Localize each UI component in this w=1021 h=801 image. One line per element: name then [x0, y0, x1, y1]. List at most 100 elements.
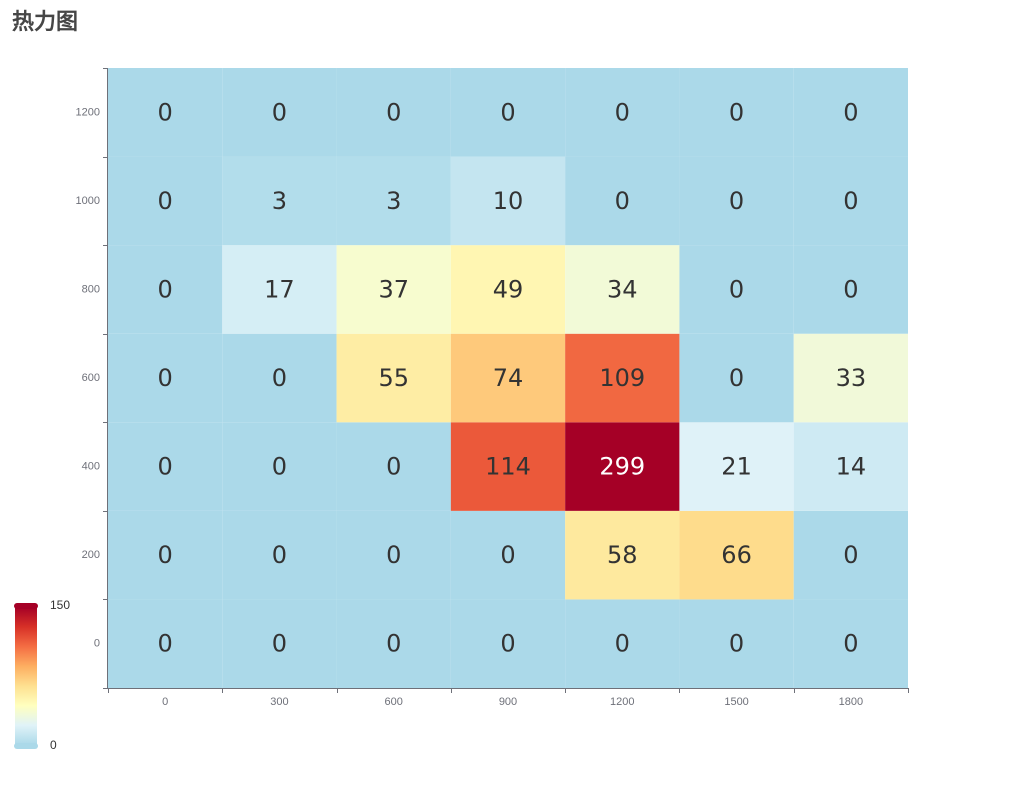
heatmap-cell-label: 0 [158, 187, 173, 215]
visual-map-top-handle[interactable] [14, 603, 38, 609]
x-tick-label: 600 [385, 696, 403, 708]
heatmap-cell[interactable] [222, 245, 337, 334]
heatmap-cell[interactable] [679, 333, 794, 423]
heatmap-cell[interactable] [565, 156, 680, 246]
heatmap-cell-label: 58 [607, 541, 638, 569]
heatmap-cell-label: 49 [493, 275, 524, 303]
heatmap-cell[interactable] [450, 422, 566, 511]
heatmap-cell[interactable] [336, 68, 451, 157]
heatmap-cell[interactable] [108, 510, 223, 600]
heatmap-cell[interactable] [450, 333, 566, 423]
heatmap-cell[interactable] [450, 510, 566, 600]
y-tick-label: 1000 [76, 195, 100, 207]
heatmap-cell[interactable] [679, 599, 794, 688]
y-tick-label: 1200 [76, 106, 100, 118]
heatmap-cell[interactable] [108, 68, 223, 157]
heatmap-cell[interactable] [793, 68, 908, 157]
heatmap-cell[interactable] [793, 245, 908, 334]
heatmap-cell[interactable] [222, 422, 337, 511]
heatmap-cell[interactable] [565, 599, 680, 688]
heatmap-cell-label: 3 [272, 187, 287, 215]
heatmap-cell-label: 3 [386, 187, 401, 215]
visual-map-bottom-handle[interactable] [14, 743, 38, 749]
heatmap-cell-label: 0 [729, 275, 744, 303]
heatmap-cell[interactable] [565, 245, 680, 334]
heatmap-cell-label: 10 [493, 187, 524, 215]
heatmap-cell[interactable] [679, 68, 794, 157]
x-tick-label: 0 [162, 696, 168, 708]
heatmap-cell-label: 0 [158, 630, 173, 658]
heatmap-cell[interactable] [222, 156, 337, 246]
heatmap-cell-label: 0 [500, 630, 515, 658]
heatmap-cell[interactable] [793, 156, 908, 246]
y-tick-label: 400 [82, 461, 100, 473]
heatmap-cell-label: 0 [615, 98, 630, 126]
heatmap-cell-label: 0 [158, 98, 173, 126]
heatmap-cell-label: 0 [272, 630, 287, 658]
heatmap-cells [108, 68, 908, 688]
visual-map[interactable]: 150 0 [14, 598, 70, 752]
heatmap-cell-label: 114 [485, 453, 531, 481]
heatmap-cell-label: 0 [158, 364, 173, 392]
heatmap-cell[interactable] [565, 68, 680, 157]
heatmap-cell-label: 0 [729, 364, 744, 392]
x-tick-label: 900 [499, 696, 517, 708]
heatmap-cell[interactable] [222, 510, 337, 600]
heatmap-cell[interactable] [108, 245, 223, 334]
x-tick-label: 1800 [839, 696, 863, 708]
heatmap-cell-label: 0 [729, 187, 744, 215]
heatmap-cell[interactable] [222, 68, 337, 157]
heatmap-cell-label: 0 [272, 364, 287, 392]
heatmap-cell[interactable] [336, 422, 451, 511]
heatmap-cell[interactable] [108, 333, 223, 423]
y-tick-label: 600 [82, 372, 100, 384]
heatmap-cell[interactable] [222, 599, 337, 688]
heatmap-cell-label: 0 [843, 98, 858, 126]
heatmap-cell[interactable] [679, 422, 794, 511]
heatmap-cell[interactable] [793, 422, 908, 511]
visual-map-min-label: 0 [50, 738, 57, 752]
heatmap-cell[interactable] [108, 422, 223, 511]
heatmap-cell[interactable] [793, 510, 908, 600]
heatmap-cell-label: 21 [721, 453, 752, 481]
heatmap-cell[interactable] [336, 245, 451, 334]
heatmap-cell[interactable] [336, 599, 451, 688]
heatmap-cell[interactable] [450, 599, 566, 688]
heatmap-cell[interactable] [222, 333, 337, 423]
heatmap-cell-label: 55 [378, 364, 409, 392]
heatmap-cell-label: 66 [721, 541, 752, 569]
heatmap-cell[interactable] [450, 68, 566, 157]
heatmap-cell-label: 17 [264, 275, 295, 303]
heatmap-cell-label: 0 [272, 98, 287, 126]
heatmap-cell-label: 0 [729, 630, 744, 658]
heatmap-cell-label: 109 [599, 364, 645, 392]
heatmap-cell-label: 0 [729, 98, 744, 126]
heatmap-cell[interactable] [679, 245, 794, 334]
heatmap-cell-label: 0 [386, 630, 401, 658]
heatmap-cell-label: 0 [500, 98, 515, 126]
heatmap-cell[interactable] [565, 422, 680, 511]
heatmap-cell[interactable] [679, 510, 794, 600]
heatmap-cell-label: 0 [843, 275, 858, 303]
heatmap-cell[interactable] [336, 333, 451, 423]
heatmap-cell[interactable] [108, 599, 223, 688]
y-tick-label: 800 [82, 283, 100, 295]
x-tick-label: 300 [270, 696, 288, 708]
heatmap-cell[interactable] [450, 156, 566, 246]
heatmap-cell[interactable] [679, 156, 794, 246]
heatmap-cell-label: 0 [386, 541, 401, 569]
y-tick-label: 0 [94, 638, 100, 650]
heatmap-cell[interactable] [108, 156, 223, 246]
visual-map-bar[interactable] [15, 607, 37, 745]
heatmap-cell[interactable] [565, 510, 680, 600]
heatmap-cell-label: 14 [836, 453, 867, 481]
heatmap-cell[interactable] [793, 333, 908, 423]
heatmap-cell[interactable] [450, 245, 566, 334]
x-tick-label: 1500 [724, 696, 748, 708]
heatmap-cell[interactable] [336, 510, 451, 600]
visual-map-max-label: 150 [50, 598, 70, 612]
heatmap-cell-labels: 0 0 0 0 0 0 0 0 0 0 0 58 66 0 0 0 0 114 299 21 14 0 0 55 74 109 0 3… [158, 98, 867, 657]
heatmap-cell[interactable] [565, 333, 680, 423]
heatmap-cell[interactable] [336, 156, 451, 246]
heatmap-cell[interactable] [793, 599, 908, 688]
